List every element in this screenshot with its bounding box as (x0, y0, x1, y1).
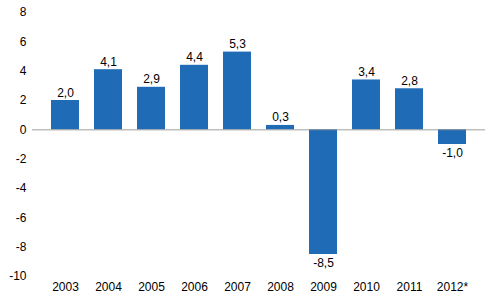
svg-text:0,3: 0,3 (272, 110, 289, 124)
svg-text:2,0: 2,0 (57, 86, 74, 100)
svg-text:2,9: 2,9 (143, 72, 160, 86)
svg-text:-8: -8 (16, 240, 27, 254)
svg-text:0: 0 (20, 123, 27, 137)
svg-text:-2: -2 (16, 152, 27, 166)
svg-text:8: 8 (20, 5, 27, 19)
svg-text:2: 2 (20, 93, 27, 107)
svg-text:2012*: 2012* (437, 280, 469, 294)
svg-text:2010: 2010 (353, 280, 380, 294)
svg-text:2011: 2011 (397, 280, 423, 294)
svg-text:5,3: 5,3 (229, 37, 246, 51)
svg-text:-6: -6 (16, 211, 27, 225)
svg-text:-8,5: -8,5 (313, 256, 334, 270)
svg-text:3,4: 3,4 (358, 65, 375, 79)
svg-text:2008: 2008 (267, 280, 294, 294)
svg-text:4: 4 (20, 64, 27, 78)
svg-text:-1,0: -1,0 (442, 146, 463, 160)
svg-text:-4: -4 (16, 181, 27, 195)
svg-text:2004: 2004 (95, 280, 122, 294)
svg-text:2005: 2005 (138, 280, 165, 294)
svg-text:2,8: 2,8 (401, 74, 418, 88)
svg-text:2007: 2007 (224, 280, 251, 294)
svg-text:4,4: 4,4 (186, 50, 203, 64)
svg-text:2009: 2009 (310, 280, 337, 294)
svg-text:4,1: 4,1 (100, 55, 117, 69)
svg-text:2006: 2006 (181, 280, 208, 294)
svg-text:2003: 2003 (52, 280, 79, 294)
svg-text:6: 6 (20, 35, 27, 49)
svg-text:-10: -10 (9, 269, 27, 283)
